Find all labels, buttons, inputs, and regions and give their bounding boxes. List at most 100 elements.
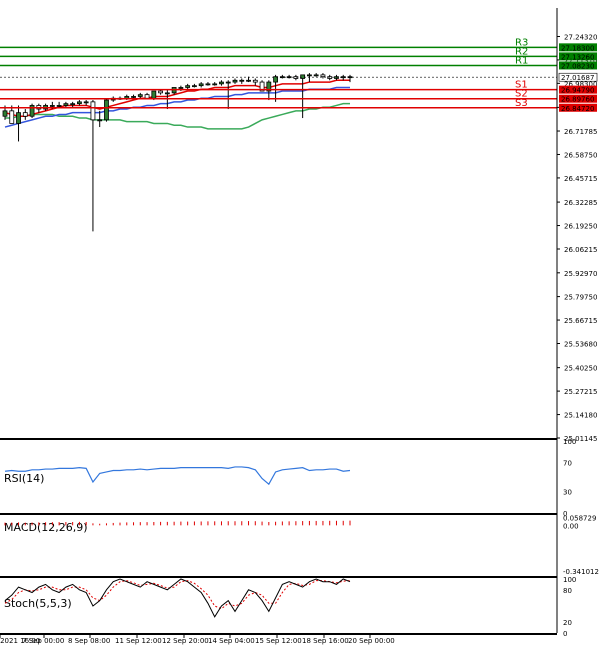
candle-body: [198, 83, 204, 87]
price-tick-label: 25.40250: [564, 365, 597, 373]
candle-body: [158, 90, 163, 94]
time-axis: 6 Sep 2021 16:007 Sep 00:00 8 Sep 08:00 11…: [0, 634, 395, 645]
candle-body: [164, 92, 170, 95]
candle-body: [90, 101, 96, 121]
candle-body: [49, 105, 55, 107]
time-tick-label: 15 Sep 12:00: [255, 637, 302, 645]
price-tick-label: 26.32285: [564, 199, 597, 207]
price-tick-label: 26.45715: [564, 175, 597, 183]
stoch-tick-label: 20: [563, 619, 572, 627]
candle-body: [131, 96, 136, 98]
resistance-name: R1: [515, 55, 528, 66]
rsi-tick-label: 70: [563, 460, 572, 468]
stoch-tick-label: 0: [563, 630, 567, 638]
candle-body: [104, 99, 109, 121]
price-tick-label: 25.14180: [564, 412, 597, 420]
support-name: S3: [515, 98, 528, 109]
candle-body: [137, 94, 143, 97]
candle-body: [252, 79, 258, 83]
candle-body: [2, 110, 8, 117]
candle-body: [219, 81, 224, 85]
candle-body: [205, 83, 211, 86]
price-tick-label: 25.01145: [564, 435, 597, 443]
macd-tick-label: 0.058729: [563, 515, 596, 523]
time-tick-label: 18 Sep 16:00: [302, 637, 349, 645]
candle-body: [185, 85, 191, 88]
candle-body: [178, 87, 184, 89]
candle-body: [266, 81, 272, 92]
rsi-line: [4, 466, 351, 486]
current-price-box: [558, 72, 598, 82]
candle-body: [192, 85, 197, 88]
resistance-price-box: [559, 52, 597, 61]
rsi-tick-label: 0: [563, 510, 567, 518]
resistance-price-label: 27.13260: [561, 53, 594, 61]
ma-blue-line: [4, 86, 350, 128]
rsi-tick-label: 100: [563, 438, 576, 446]
candle-body: [327, 76, 333, 79]
price-tick-label: 25.79750: [564, 294, 597, 302]
candle-body: [225, 81, 231, 84]
price-tick-label: 27.24320: [564, 34, 597, 42]
candle-body: [212, 83, 218, 86]
price-tick-label: 26.06215: [564, 246, 597, 254]
ma-green-line: [5, 102, 350, 130]
support-price-label: 26.84720: [561, 105, 594, 113]
price-tick-label: 26.19250: [564, 223, 597, 231]
resistance-price-label: 27.18300: [561, 44, 594, 52]
candle-body: [22, 112, 28, 117]
time-tick-label: 6 Sep 2021 16:00: [0, 637, 40, 645]
candle-body: [144, 94, 150, 99]
support-price-box: [559, 103, 597, 112]
rsi-tick-label: 30: [563, 488, 572, 496]
candle-body: [232, 79, 238, 83]
support-name: S2: [515, 89, 528, 100]
macd-tick-label: 0.00: [563, 522, 579, 530]
candle-body: [97, 119, 103, 122]
candle-body: [83, 101, 89, 104]
candle-body: [63, 103, 69, 106]
candle-body: [70, 103, 76, 106]
resistance-name: R3: [515, 37, 528, 48]
time-tick-label: 7 Sep 00:00: [22, 637, 64, 645]
candle-body: [151, 90, 157, 99]
support-price-box: [559, 85, 597, 94]
time-tick-label: 12 Sep 20:00: [162, 637, 209, 645]
candle-body: [334, 76, 339, 79]
support-price-box: [559, 94, 597, 103]
candle-body: [320, 74, 326, 78]
stoch-tick-label: 100: [563, 576, 576, 584]
candle-body: [246, 79, 251, 82]
candle-body: [259, 81, 265, 92]
candle-body: [29, 105, 35, 117]
price-tick-label: 25.27215: [564, 388, 597, 396]
candle-body: [9, 110, 15, 124]
resistance-price-box: [559, 43, 597, 52]
time-tick-label: 20 Sep 00:00: [348, 637, 395, 645]
candle-body: [300, 74, 306, 79]
rsi-label: RSI(14): [4, 472, 44, 485]
price-tick-label: 26.71785: [564, 128, 597, 136]
resistance-price-label: 27.08230: [561, 62, 594, 70]
current-price-label: 27.01687: [561, 74, 594, 82]
stoch-tick-label: 80: [563, 587, 572, 595]
candle-body: [56, 105, 62, 107]
price-tick-label: 26.98300: [564, 80, 597, 88]
ma-red-line: [4, 79, 350, 117]
rsi-panel: RSI(14) 100 70 30 0: [4, 438, 576, 518]
stoch-panel: Stoch(5,5,3) 100 80 20 0: [4, 576, 576, 638]
time-tick-label: 11 Sep 12:00: [115, 637, 162, 645]
resistance-price-box: [559, 61, 597, 70]
candle-body: [273, 76, 278, 83]
price-tick-label: 25.66715: [564, 317, 597, 325]
candle-body: [77, 101, 82, 105]
macd-tick-label: -0.341012: [563, 568, 599, 576]
support-price-label: 26.94790: [561, 87, 594, 95]
price-tick-label: 25.53680: [564, 340, 597, 348]
price-tick-label: 27.11310: [564, 57, 597, 65]
time-tick-label: 14 Sep 04:00: [208, 637, 255, 645]
candle-body: [307, 74, 312, 77]
stoch-label: Stoch(5,5,3): [4, 597, 72, 610]
